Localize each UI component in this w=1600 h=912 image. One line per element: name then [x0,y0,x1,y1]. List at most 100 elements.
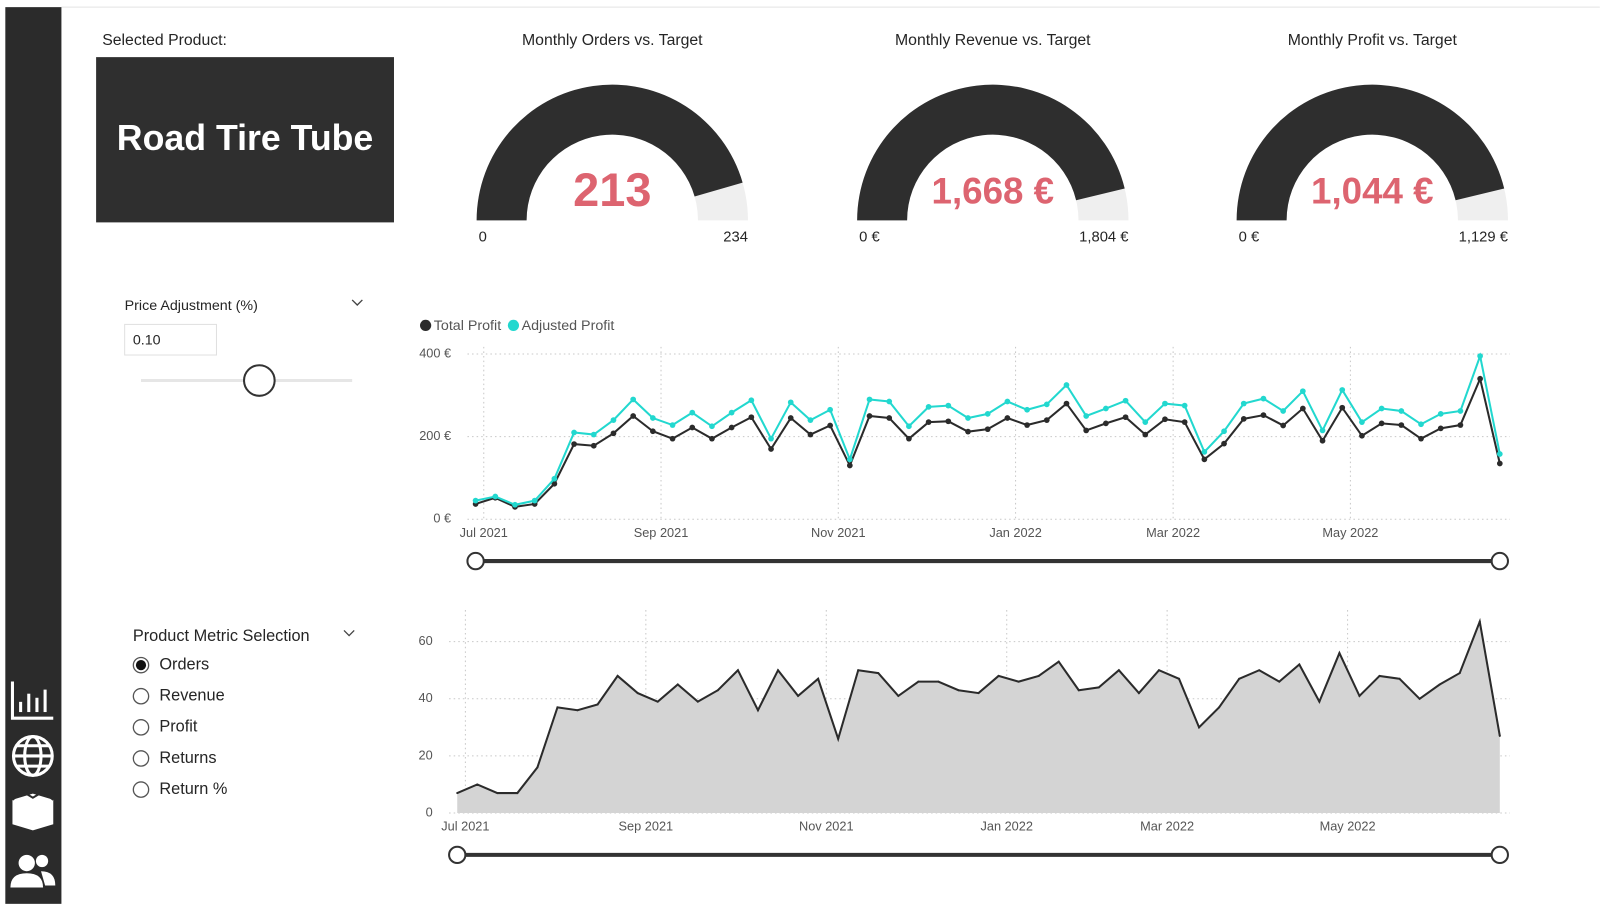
radio-label[interactable]: Returns [159,749,216,767]
y-tick-label: 60 [419,633,433,648]
radio-label[interactable]: Profit [159,718,198,736]
range-handle[interactable] [1490,845,1509,865]
data-point [768,446,774,452]
range-handle[interactable] [448,845,467,865]
data-point [1496,460,1503,467]
data-point [1221,428,1227,435]
data-point [1438,683,1441,686]
slicer-input[interactable] [124,323,217,356]
range-handle[interactable] [1490,551,1509,571]
data-point [945,402,952,409]
data-point [1083,413,1090,419]
data-point [846,456,853,463]
gauge-range-label: 234 [723,230,748,246]
data-point [1298,663,1301,666]
data-point [1240,400,1247,407]
data-point [551,475,558,482]
data-point [1496,451,1503,457]
gauge-fill [1236,84,1505,221]
radio-label[interactable]: Return % [159,780,227,798]
gauge-title: Monthly Orders vs. Target [522,32,703,49]
data-point [696,700,699,703]
data-point [1122,414,1129,421]
metric-chevron[interactable] [343,629,355,637]
radio-label[interactable]: Orders [159,655,209,673]
nav-icon-users[interactable] [10,854,56,888]
x-tick-label: Mar 2022 [1146,525,1200,540]
nav-icon-chart[interactable] [10,681,54,720]
area-fill [457,621,1500,814]
data-point [1437,425,1444,432]
data-point [827,422,833,429]
data-point [917,680,920,683]
data-point [1318,700,1321,703]
data-point [1083,427,1090,434]
data-point [630,413,637,419]
data-point [1299,405,1306,412]
data-point [1004,398,1011,405]
gauge-range-label: 0 € [1239,230,1260,246]
data-point [556,706,559,709]
data-point [787,415,794,421]
nav-icon-box[interactable] [11,790,54,831]
data-point [827,406,833,413]
data-point [807,431,814,438]
data-point [716,689,719,692]
data-point [1359,419,1365,426]
data-point [1057,660,1060,663]
data-point [492,493,499,500]
legend-marker [420,319,432,332]
data-point [1378,674,1381,677]
radio-button[interactable] [132,750,150,767]
data-point [1498,734,1501,737]
x-tick-label: Jan 2022 [989,525,1041,540]
data-point [846,462,853,469]
data-point [1181,402,1188,409]
data-point [937,680,940,683]
data-point [777,669,780,672]
slicer-chevron[interactable] [351,299,363,306]
data-point [866,413,873,419]
data-point [512,501,518,508]
gauge-fill [476,84,743,221]
data-point [736,669,739,672]
data-point [797,694,800,697]
gauge-value: 1,668 € [932,171,1055,212]
range-slider [466,551,1509,571]
data-point [610,417,617,423]
data-point [728,424,735,431]
data-point [650,415,656,421]
radio-button[interactable] [132,687,150,705]
data-point [787,399,794,406]
data-point [1024,406,1030,413]
data-point [1043,401,1050,408]
data-point [997,674,1000,677]
data-point [536,766,539,769]
data-point [1177,677,1181,680]
radio-button[interactable] [132,719,150,736]
data-point [1319,427,1326,434]
x-tick-label: Jan 2022 [980,819,1032,834]
radio-label[interactable]: Revenue [159,687,224,705]
slicer-label: Price Adjustment (%) [125,298,258,314]
data-point [689,409,696,416]
data-point [669,435,676,442]
data-point [516,792,519,795]
slider-handle[interactable] [243,364,276,397]
data-point [1043,417,1050,423]
data-point [571,441,577,447]
data-point [1319,437,1326,444]
gauge-title: Monthly Revenue vs. Target [895,32,1091,49]
data-point [1418,421,1424,428]
data-point [886,415,893,421]
data-point [1280,408,1287,414]
data-point [1077,689,1080,692]
data-point [1157,669,1160,672]
range-handle[interactable] [466,551,485,571]
product-name: Road Tire Tube [117,118,373,158]
data-point [857,669,860,672]
y-tick-label: 0 € [433,511,451,526]
data-point [877,672,880,675]
radio-button[interactable] [132,781,150,798]
nav-icon-globe[interactable] [11,735,54,777]
